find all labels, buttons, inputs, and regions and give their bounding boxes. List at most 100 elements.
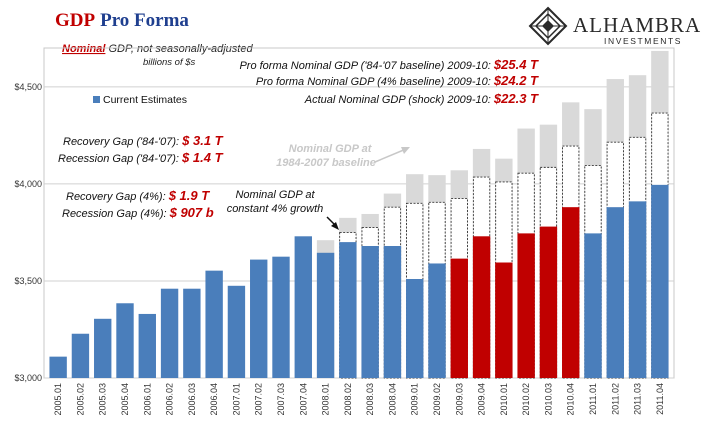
x-tick-label: 2009.01 bbox=[410, 383, 420, 416]
x-tick-label: 2005.01 bbox=[53, 383, 63, 416]
bar-current bbox=[651, 184, 669, 378]
y-tick-label: $4,500 bbox=[14, 82, 42, 92]
bar-current bbox=[316, 252, 335, 378]
recovery-gap-4pct: Recovery Gap (4%): $ 1.9 T bbox=[66, 188, 210, 203]
x-tick-label: 2009.02 bbox=[432, 383, 442, 416]
title-gdp: GDP bbox=[55, 10, 96, 31]
summary-line-1: Pro forma Nominal GDP ('84-'07 baseline)… bbox=[239, 57, 539, 72]
recession-gap-4pct-value: $ 907 b bbox=[169, 205, 214, 220]
x-tick-label: 2010.02 bbox=[521, 383, 531, 416]
recovery-gap-4pct-value: $ 1.9 T bbox=[168, 188, 211, 203]
subtitle-rest: GDP, not seasonally-adjusted bbox=[105, 43, 253, 55]
x-tick-label: 2005.03 bbox=[98, 383, 108, 416]
alhambra-diamond-icon bbox=[528, 6, 568, 46]
logo-tagline: INVESTMENTS bbox=[604, 36, 682, 46]
x-tick-label: 2009.04 bbox=[477, 383, 487, 416]
bar-current bbox=[71, 333, 90, 378]
logo-name: ALHAMBRA bbox=[573, 13, 701, 37]
baseline-arrow-icon bbox=[374, 147, 410, 163]
bar-current bbox=[250, 259, 268, 378]
y-tick-label: $3,000 bbox=[14, 373, 42, 383]
summary-label-2: Pro forma Nominal GDP (4% baseline) 2009… bbox=[256, 76, 494, 88]
bar-current bbox=[294, 236, 312, 378]
subtitle: Nominal GDP, not seasonally-adjusted bbox=[62, 43, 253, 55]
x-tick-label: 2009.03 bbox=[454, 383, 464, 416]
legend-label: Current Estimates bbox=[103, 94, 187, 106]
x-tick-label: 2005.04 bbox=[120, 383, 130, 416]
summary-value-2: $24.2 T bbox=[493, 73, 539, 88]
x-tick-label: 2006.01 bbox=[142, 383, 152, 416]
bar-shock bbox=[472, 236, 491, 378]
baseline-annotation-line2: 1984-2007 baseline bbox=[276, 157, 376, 169]
growth-annotation-line2: constant 4% growth bbox=[227, 203, 324, 215]
x-tick-label: 2007.04 bbox=[298, 383, 308, 416]
baseline-annotation-line1: Nominal GDP at bbox=[289, 143, 373, 155]
recovery-gap-1984-value: $ 3.1 T bbox=[181, 133, 224, 148]
y-axis: $3,000 $3,500 $4,000 $4,500 bbox=[14, 82, 42, 383]
bar-current bbox=[227, 285, 246, 378]
bar-shock bbox=[517, 233, 535, 378]
bar-current bbox=[428, 263, 446, 378]
bar-current bbox=[183, 288, 201, 378]
x-tick-label: 2010.04 bbox=[566, 383, 576, 416]
summary-value-3: $22.3 T bbox=[493, 91, 539, 106]
legend-swatch bbox=[93, 96, 100, 103]
x-tick-label: 2010.01 bbox=[499, 383, 509, 416]
growth-annotation-line1: Nominal GDP at bbox=[235, 189, 315, 201]
summary-label-3: Actual Nominal GDP (shock) 2009-10: bbox=[304, 94, 494, 106]
x-tick-label: 2011.01 bbox=[588, 383, 598, 415]
x-tick-label: 2006.03 bbox=[187, 383, 197, 416]
bar-shock bbox=[495, 262, 513, 378]
bar-current bbox=[584, 233, 602, 378]
summary-value-1: $25.4 T bbox=[493, 57, 539, 72]
bar-current bbox=[628, 201, 647, 378]
bar-current bbox=[606, 207, 624, 378]
x-tick-label: 2007.03 bbox=[276, 383, 286, 416]
subtitle-emph: Nominal bbox=[62, 43, 106, 55]
summary-label-1: Pro forma Nominal GDP ('84-'07 baseline)… bbox=[239, 60, 493, 72]
x-tick-label: 2007.01 bbox=[231, 383, 241, 416]
bar-shock bbox=[562, 207, 580, 378]
bar-shock bbox=[539, 226, 558, 378]
bar-current bbox=[272, 256, 290, 378]
bar-shock bbox=[450, 258, 468, 378]
x-tick-label: 2006.02 bbox=[165, 383, 175, 416]
bar-current bbox=[138, 313, 156, 378]
x-tick-label: 2008.03 bbox=[365, 383, 375, 416]
y-tick-label: $3,500 bbox=[14, 276, 42, 286]
bar-current bbox=[49, 356, 67, 378]
subtitle-units: billions of $s bbox=[143, 57, 196, 68]
bar-current bbox=[339, 242, 357, 378]
growth-arrow-icon bbox=[326, 216, 339, 230]
x-tick-label: 2006.04 bbox=[209, 383, 219, 416]
x-tick-label: 2008.04 bbox=[387, 383, 397, 416]
x-tick-label: 2008.02 bbox=[343, 383, 353, 416]
recession-gap-4pct: Recession Gap (4%): $ 907 b bbox=[62, 205, 214, 220]
bar-current bbox=[406, 279, 424, 378]
title-pro-forma: Pro Forma bbox=[100, 10, 189, 31]
recession-gap-1984-value: $ 1.4 T bbox=[181, 150, 224, 165]
x-tick-label: 2011.04 bbox=[655, 383, 665, 415]
bar-current bbox=[205, 270, 223, 378]
y-tick-label: $4,000 bbox=[14, 179, 42, 189]
x-tick-label: 2008.01 bbox=[321, 383, 331, 416]
bar-current bbox=[160, 288, 179, 378]
chart-title: GDP Pro Forma bbox=[55, 10, 189, 31]
legend: Current Estimates bbox=[93, 94, 187, 106]
x-tick-label: 2010.03 bbox=[543, 383, 553, 416]
bar-current bbox=[116, 303, 134, 378]
x-tick-label: 2007.02 bbox=[254, 383, 264, 416]
summary-line-3: Actual Nominal GDP (shock) 2009-10: $22.… bbox=[304, 91, 539, 106]
recovery-gap-1984: Recovery Gap ('84-'07): $ 3.1 T bbox=[63, 133, 224, 148]
bar-current bbox=[383, 246, 402, 378]
summary-line-2: Pro forma Nominal GDP (4% baseline) 2009… bbox=[256, 73, 539, 88]
bar-current bbox=[361, 246, 379, 378]
x-axis: 2005.01 2005.02 2005.03 2005.04 2006.01 2006.… bbox=[53, 383, 665, 416]
bars bbox=[49, 50, 669, 379]
x-tick-label: 2005.02 bbox=[75, 383, 85, 416]
recession-gap-1984: Recession Gap ('84-'07): $ 1.4 T bbox=[58, 150, 224, 165]
x-tick-label: 2011.02 bbox=[610, 383, 620, 415]
bar-current bbox=[94, 318, 112, 378]
gridlines bbox=[44, 86, 674, 379]
